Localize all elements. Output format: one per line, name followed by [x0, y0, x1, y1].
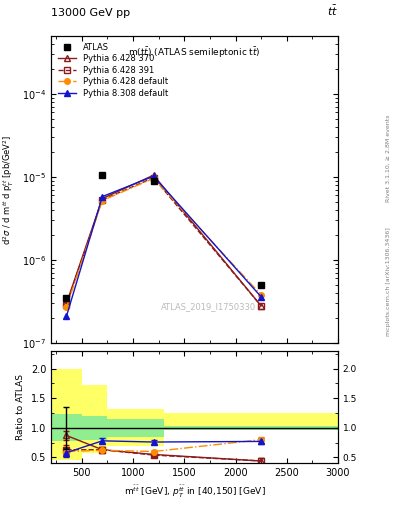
Pythia 6.428 370	[151, 172, 156, 178]
Pythia 6.428 370	[259, 303, 263, 309]
Text: $t\bar{t}$: $t\bar{t}$	[327, 4, 338, 18]
Pythia 8.308 default	[64, 313, 69, 319]
Bar	[51, 414, 82, 441]
Pythia 8.308 default	[100, 194, 105, 200]
Pythia 6.428 391	[64, 302, 69, 308]
Bar	[82, 416, 107, 440]
Bar	[51, 369, 82, 460]
Bar	[82, 385, 107, 453]
Line: Pythia 6.428 370: Pythia 6.428 370	[64, 173, 264, 309]
Pythia 6.428 370	[100, 196, 105, 202]
Pythia 6.428 default	[259, 292, 263, 298]
Text: m(t$\bar{t}$) (ATLAS semileptonic t$\bar{t}$): m(t$\bar{t}$) (ATLAS semileptonic t$\bar…	[128, 45, 261, 60]
X-axis label: m$^{\bar{t}\bar{t}}$ [GeV], $p_T^{\bar{t}\bar{t}}$ in [40,150] [GeV]: m$^{\bar{t}\bar{t}}$ [GeV], $p_T^{\bar{t…	[124, 484, 265, 500]
Pythia 6.428 391	[259, 303, 263, 309]
Pythia 6.428 370	[64, 301, 69, 307]
Y-axis label: d$^2\sigma$ / d m$^{\bar{t}\bar{t}}$ d p$_T^{\bar{t}\bar{t}}$ [pb/GeV$^2$]: d$^2\sigma$ / d m$^{\bar{t}\bar{t}}$ d p…	[0, 134, 17, 245]
Pythia 8.308 default	[151, 173, 156, 179]
Line: Pythia 6.428 391: Pythia 6.428 391	[64, 175, 264, 309]
Bar	[107, 409, 164, 445]
Text: mcplots.cern.ch [arXiv:1306.3436]: mcplots.cern.ch [arXiv:1306.3436]	[386, 227, 391, 336]
Pythia 6.428 default	[64, 304, 69, 310]
Pythia 6.428 391	[151, 175, 156, 181]
Bar	[164, 413, 338, 430]
Pythia 8.308 default	[259, 294, 263, 300]
Pythia 6.428 default	[151, 175, 156, 181]
Text: 13000 GeV pp: 13000 GeV pp	[51, 8, 130, 18]
Pythia 6.428 391	[100, 197, 105, 203]
Text: Rivet 3.1.10, ≥ 2.8M events: Rivet 3.1.10, ≥ 2.8M events	[386, 115, 391, 202]
Line: Pythia 6.428 default: Pythia 6.428 default	[64, 176, 264, 310]
Line: Pythia 8.308 default: Pythia 8.308 default	[64, 174, 264, 319]
Y-axis label: Ratio to ATLAS: Ratio to ATLAS	[16, 374, 25, 440]
Text: ATLAS_2019_I1750330: ATLAS_2019_I1750330	[161, 302, 257, 311]
Pythia 6.428 default	[100, 198, 105, 204]
Bar	[107, 419, 164, 437]
Bar	[164, 426, 338, 430]
Legend: ATLAS, Pythia 6.428 370, Pythia 6.428 391, Pythia 6.428 default, Pythia 8.308 de: ATLAS, Pythia 6.428 370, Pythia 6.428 39…	[54, 39, 171, 101]
